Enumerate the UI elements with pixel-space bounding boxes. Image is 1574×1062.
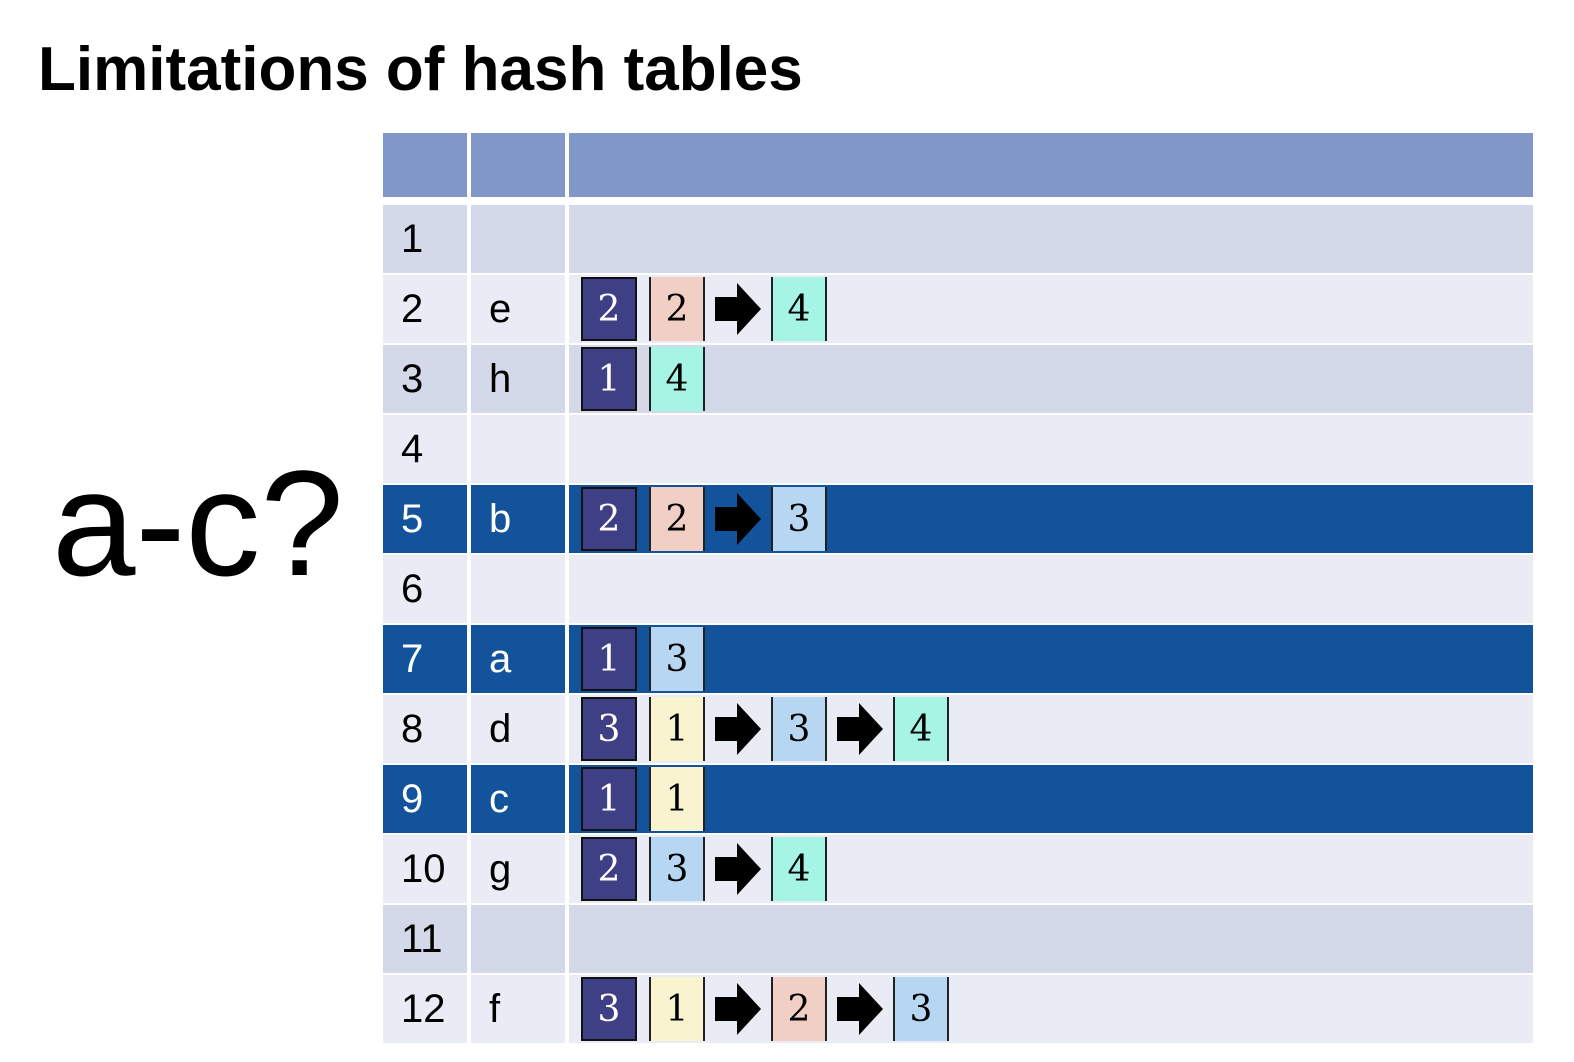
bucket-chain xyxy=(569,555,1533,623)
arrow-right-icon xyxy=(705,487,771,551)
chain-value-box: 2 xyxy=(581,487,637,551)
bucket-key: g xyxy=(471,835,569,903)
table-row: 11 xyxy=(383,905,1533,975)
chain-value-box: 3 xyxy=(771,697,827,761)
slide-title: Limitations of hash tables xyxy=(38,35,803,104)
bucket-index: 3 xyxy=(383,345,471,413)
chain-value-box: 1 xyxy=(581,767,637,831)
bucket-key: f xyxy=(471,975,569,1043)
chain-value-box: 1 xyxy=(581,347,637,411)
chain-value-box: 1 xyxy=(581,627,637,691)
chain-value-box: 4 xyxy=(771,837,827,901)
bucket-index: 4 xyxy=(383,415,471,483)
chain-value-box: 4 xyxy=(771,277,827,341)
chain-value-box: 3 xyxy=(771,487,827,551)
arrow-right-icon xyxy=(705,837,771,901)
bucket-index: 11 xyxy=(383,905,471,973)
table-row: 12 f 3 1 2 3 xyxy=(383,975,1533,1045)
arrow-right-icon xyxy=(827,697,893,761)
chain-value-box: 3 xyxy=(649,627,705,691)
bucket-key xyxy=(471,555,569,623)
bucket-index: 2 xyxy=(383,275,471,343)
arrow-right-icon xyxy=(827,977,893,1041)
chain-value-box: 3 xyxy=(581,977,637,1041)
bucket-key xyxy=(471,905,569,973)
bucket-key: h xyxy=(471,345,569,413)
bucket-chain xyxy=(569,415,1533,483)
table-row: 6 xyxy=(383,555,1533,625)
chain-value-box: 1 xyxy=(649,977,705,1041)
header-cell-index xyxy=(383,133,471,197)
bucket-chain xyxy=(569,205,1533,273)
chain-value-box: 4 xyxy=(893,697,949,761)
bucket-index: 10 xyxy=(383,835,471,903)
arrow-right-icon xyxy=(705,697,771,761)
bucket-index: 7 xyxy=(383,625,471,693)
table-header-row xyxy=(383,133,1533,197)
header-cell-key xyxy=(471,133,569,197)
table-body: 1 2 e 2 2 4 3 h 1 4 4 5 b 2 2 3 6 7 a 1 3 8 d 3 1 3 4 9 c 1 1 10 g 2 3 4 11 1… xyxy=(383,205,1533,1045)
bucket-key: a xyxy=(471,625,569,693)
table-row: 1 xyxy=(383,205,1533,275)
bucket-key: d xyxy=(471,695,569,763)
chain-value-box: 1 xyxy=(649,767,705,831)
table-row: 10 g 2 3 4 xyxy=(383,835,1533,905)
chain-value-box: 2 xyxy=(581,277,637,341)
bucket-key: b xyxy=(471,485,569,553)
chain-value-box: 3 xyxy=(581,697,637,761)
table-row: 4 xyxy=(383,415,1533,485)
arrow-right-icon xyxy=(705,977,771,1041)
arrow-right-icon xyxy=(705,277,771,341)
bucket-chain xyxy=(569,905,1533,973)
header-cell-chain xyxy=(569,133,1533,197)
bucket-key: e xyxy=(471,275,569,343)
chain-value-box: 2 xyxy=(649,487,705,551)
chain-value-box: 2 xyxy=(649,277,705,341)
bucket-index: 9 xyxy=(383,765,471,833)
bucket-key xyxy=(471,415,569,483)
hash-table: 1 2 e 2 2 4 3 h 1 4 4 5 b 2 2 3 6 7 a 1 3 8 d 3 1 3 4 9 c 1 1 10 g 2 3 4 11 1… xyxy=(383,133,1533,1045)
bucket-key: c xyxy=(471,765,569,833)
bucket-index: 12 xyxy=(383,975,471,1043)
side-question: a-c? xyxy=(52,439,344,607)
chain-value-box: 1 xyxy=(649,697,705,761)
chain-value-box: 2 xyxy=(771,977,827,1041)
chain-value-box: 2 xyxy=(581,837,637,901)
chain-value-box: 3 xyxy=(893,977,949,1041)
bucket-key xyxy=(471,205,569,273)
chain-value-box: 4 xyxy=(649,347,705,411)
bucket-index: 6 xyxy=(383,555,471,623)
bucket-index: 5 xyxy=(383,485,471,553)
bucket-index: 1 xyxy=(383,205,471,273)
chain-value-box: 3 xyxy=(649,837,705,901)
bucket-index: 8 xyxy=(383,695,471,763)
